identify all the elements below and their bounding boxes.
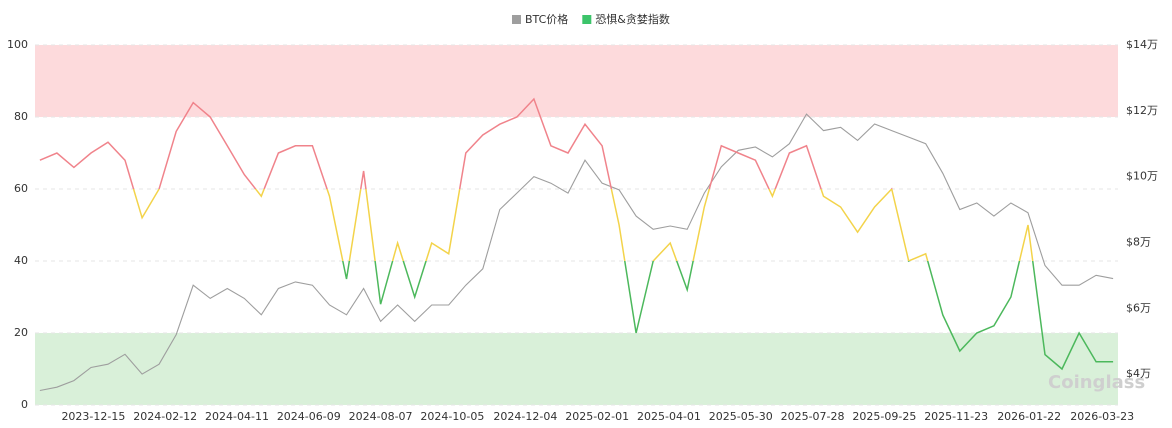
- y2-tick-label: $6万: [1126, 301, 1151, 314]
- x-tick-label: 2026-03-23: [1070, 410, 1134, 423]
- x-tick-label: 2024-10-05: [420, 410, 484, 423]
- y-tick-label: 40: [14, 254, 28, 267]
- x-tick-label: 2024-06-09: [277, 410, 341, 423]
- zone-band: [35, 333, 1118, 405]
- watermark: Coinglass: [1048, 372, 1145, 393]
- y2-tick-label: $14万: [1126, 38, 1158, 51]
- y2-tick-label: $8万: [1126, 235, 1151, 248]
- legend-label: 恐惧&贪婪指数: [595, 12, 670, 26]
- y-tick-label: 60: [14, 182, 28, 195]
- x-tick-label: 2024-12-04: [493, 410, 557, 423]
- x-tick-label: 2024-04-11: [205, 410, 269, 423]
- x-tick-label: 2024-02-12: [133, 410, 197, 423]
- legend-swatch: [582, 15, 592, 24]
- y-tick-label: 20: [14, 326, 28, 339]
- legend-label: BTC价格: [525, 12, 568, 26]
- series-line: [39, 97, 1114, 371]
- y-tick-label: 80: [14, 110, 28, 123]
- x-tick-label: 2025-07-28: [781, 410, 845, 423]
- y-tick-label: 100: [7, 38, 28, 51]
- legend-swatch: [512, 15, 521, 24]
- y2-tick-label: $4万: [1126, 367, 1151, 380]
- y2-tick-label: $10万: [1126, 170, 1158, 183]
- x-tick-label: 2025-05-30: [709, 410, 773, 423]
- x-tick-label: 2026-01-22: [997, 410, 1061, 423]
- x-tick-label: 2025-04-01: [637, 410, 701, 423]
- x-tick-label: 2024-08-07: [349, 410, 413, 423]
- x-tick-label: 2023-12-15: [61, 410, 125, 423]
- x-tick-label: 2025-11-23: [924, 410, 988, 423]
- y2-tick-label: $12万: [1126, 104, 1158, 117]
- zone-band: [35, 45, 1118, 117]
- x-tick-label: 2025-02-01: [565, 410, 629, 423]
- series-line: [39, 113, 1114, 392]
- x-tick-label: 2025-09-25: [852, 410, 916, 423]
- y-tick-label: 0: [21, 398, 28, 411]
